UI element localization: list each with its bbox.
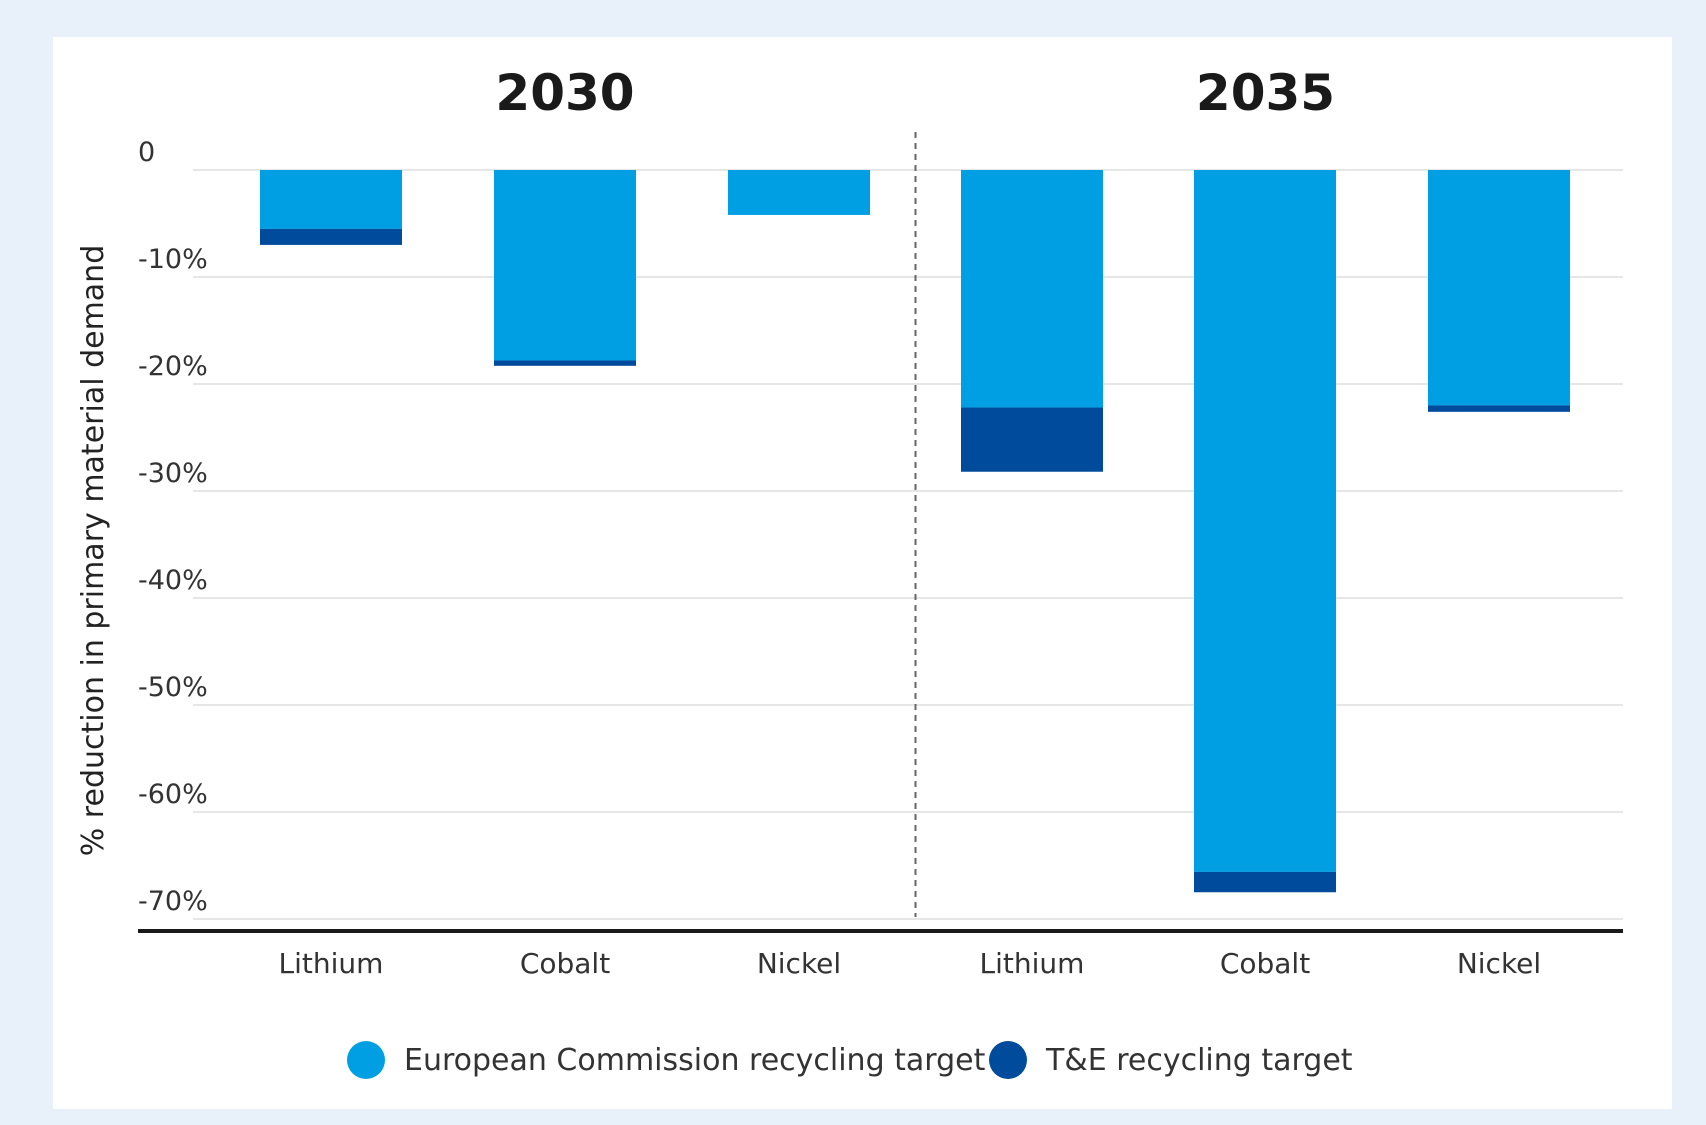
bar-ec-lithium-0 (260, 170, 402, 229)
bar-te-nickel-5 (1428, 405, 1570, 412)
legend-swatch-te (989, 1041, 1027, 1079)
bar-ec-cobalt-1 (494, 170, 636, 361)
category-label: Cobalt (1220, 947, 1310, 980)
y-tick-label: -40% (138, 565, 208, 596)
category-label: Nickel (757, 947, 841, 980)
legend: European Commission recycling target T&E … (347, 1041, 1353, 1079)
gridlines (193, 169, 1623, 920)
y-tick-label: -50% (138, 672, 208, 703)
bar-ec-lithium-3 (961, 170, 1103, 408)
bar-ec-cobalt-4 (1194, 170, 1336, 872)
category-label: Lithium (279, 947, 384, 980)
y-tick-label: -60% (138, 779, 208, 810)
group-title-2030: 2030 (495, 64, 634, 122)
group-title-2035: 2035 (1196, 64, 1335, 122)
chart-card: 0 -10% -20% -30% -40% -50% -60% -70% Lithium Cob… (53, 37, 1672, 1109)
legend-swatch-ec (347, 1041, 385, 1079)
y-tick-label: -10% (138, 244, 208, 275)
group-titles: 2030 2035 (495, 64, 1335, 122)
bar-ec-nickel-5 (1428, 170, 1570, 406)
bar-te-lithium-0 (260, 228, 402, 245)
y-axis-ticks: 0 -10% -20% -30% -40% -50% -60% -70% (138, 137, 208, 917)
y-tick-label: 0 (138, 137, 155, 168)
stacked-bar-chart: 0 -10% -20% -30% -40% -50% -60% -70% Lithium Cob… (76, 64, 1623, 1079)
category-label: Cobalt (520, 947, 610, 980)
bar-ec-nickel-2 (728, 170, 870, 215)
legend-label-te: T&E recycling target (1045, 1043, 1353, 1078)
category-label: Lithium (980, 947, 1085, 980)
y-tick-label: -30% (138, 458, 208, 489)
bars (260, 170, 1570, 893)
x-axis-categories: Lithium Cobalt Nickel Lithium Cobalt Nickel (279, 947, 1542, 980)
y-tick-label: -20% (138, 351, 208, 382)
y-axis-label: % reduction in primary material demand (76, 245, 111, 856)
legend-label-ec: European Commission recycling target (404, 1043, 986, 1078)
category-label: Nickel (1457, 947, 1541, 980)
bar-te-cobalt-4 (1194, 871, 1336, 893)
y-tick-label: -70% (138, 886, 208, 917)
bar-te-cobalt-1 (494, 360, 636, 366)
bar-te-lithium-3 (961, 407, 1103, 472)
